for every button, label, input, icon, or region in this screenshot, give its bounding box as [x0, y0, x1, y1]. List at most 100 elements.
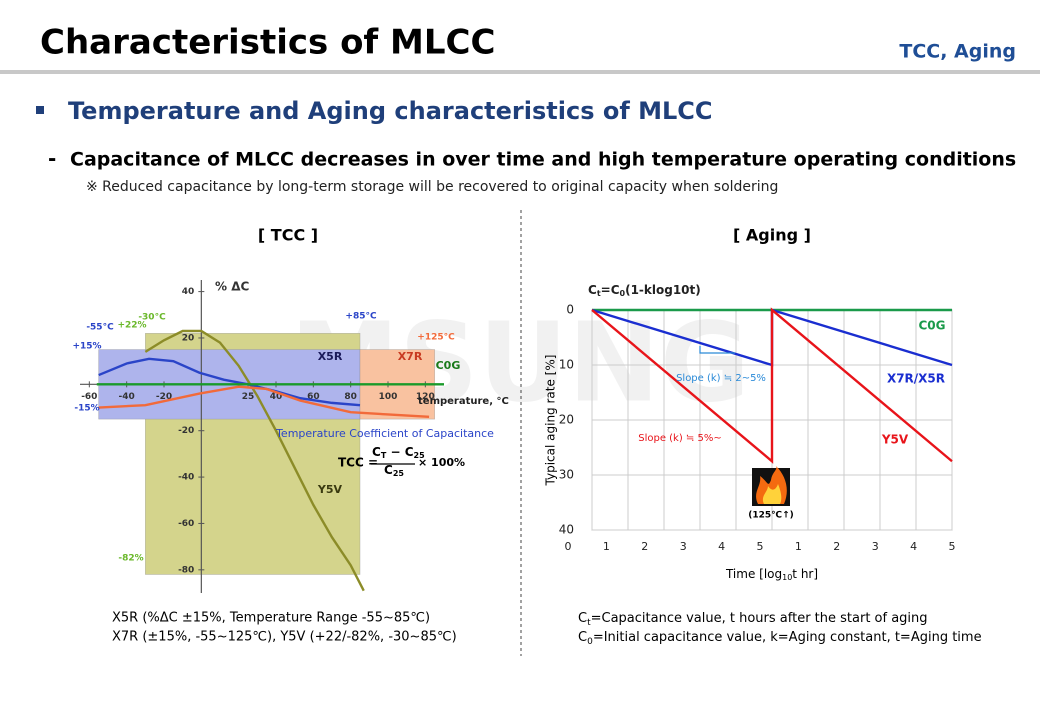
- section-heading: Temperature and Aging characteristics of…: [68, 97, 713, 125]
- formula-part: 25: [393, 469, 405, 478]
- formula-part: t: [597, 289, 601, 298]
- text: =Capacitance value, t hours after the st…: [591, 611, 928, 626]
- formula-part: =C: [601, 283, 620, 297]
- y-tick-label: -80: [178, 565, 194, 575]
- tcc-note: X7R (±15%, -55~125℃), Y5V (+22/-82%, -30…: [112, 630, 457, 645]
- annotation: -30°C: [138, 313, 166, 323]
- annotation: -15%: [74, 404, 99, 414]
- header-rule: [0, 70, 1040, 74]
- y-axis-title: Typical aging rate [%]: [544, 355, 558, 487]
- y-tick-label: 30: [559, 468, 574, 482]
- axis-title-part: t hr]: [792, 567, 818, 581]
- aging-note: C0=Initial capacitance value, k=Aging co…: [578, 630, 982, 647]
- x-tick-label: -20: [156, 392, 172, 402]
- series-line: [144, 329, 365, 592]
- formula: Ct=C0(1-klog10t): [588, 283, 701, 298]
- x-tick-label: 4: [910, 540, 917, 553]
- formula-denominator: C25: [384, 463, 404, 478]
- flame-core: [762, 484, 782, 504]
- annotation: (125℃↑): [748, 511, 793, 521]
- y-tick-label: 0: [566, 303, 574, 317]
- x-tick-label: 100: [379, 392, 398, 402]
- series-label: C0G: [436, 359, 461, 372]
- formula-part: (1-klog10t): [625, 283, 701, 297]
- aging-note: Ct=Capacitance value, t hours after the …: [578, 611, 928, 628]
- annotation: +85°C: [345, 312, 377, 322]
- x-tick-label: 1: [795, 540, 802, 553]
- annotation: -55°C: [86, 323, 114, 333]
- subscript: 0: [587, 637, 593, 647]
- bullet-square: [36, 106, 44, 114]
- x-axis-title: temperature, °C: [418, 396, 509, 407]
- formula-part: 25: [414, 451, 426, 460]
- formula-part: T: [381, 451, 387, 460]
- slide-title: Characteristics of MLCC: [40, 23, 495, 63]
- x-tick-label: 0: [565, 540, 572, 553]
- x-tick-label: 5: [757, 540, 764, 553]
- series-line: [98, 357, 361, 407]
- series-label: Y5V: [317, 483, 343, 496]
- x-tick-label: 3: [872, 540, 879, 553]
- y-tick-label: 10: [559, 358, 574, 372]
- formula-part: 0: [620, 289, 626, 298]
- formula-part: C: [588, 283, 597, 297]
- axis-title-part: Time [log: [725, 567, 782, 581]
- y-tick-label: -20: [178, 426, 194, 436]
- x-axis-title: Time [log10t hr]: [725, 567, 818, 582]
- x-tick-label: 3: [680, 540, 687, 553]
- series-label: X7R/X5R: [887, 372, 945, 386]
- series-label: Y5V: [881, 433, 909, 447]
- slide-tag: TCC, Aging: [899, 41, 1016, 63]
- x-tick-label: 40: [270, 392, 283, 402]
- fire-icon: [752, 466, 790, 506]
- y-tick-label: 20: [559, 413, 574, 427]
- dash: -: [48, 147, 56, 171]
- annotation: Slope (k) ≒ 5%~: [638, 433, 722, 444]
- y-tick-label: 40: [182, 287, 195, 297]
- x-tick-label: 1: [603, 540, 610, 553]
- series-line: [98, 385, 430, 418]
- annotation: +22%: [117, 321, 146, 331]
- annotation: +125°C: [417, 333, 455, 343]
- note: ※ Reduced capacitance by long-term stora…: [86, 179, 778, 195]
- formula-lhs: TCC =: [338, 456, 378, 470]
- series-label: X7R: [398, 350, 423, 363]
- subscript: t: [587, 618, 591, 628]
- x-tick-label: 25: [242, 392, 255, 402]
- axis-title-part: 10: [782, 573, 792, 582]
- x-tick-label: 120: [416, 392, 435, 402]
- text: =Initial capacitance value, k=Aging cons…: [593, 630, 982, 645]
- x-tick-label: 2: [641, 540, 648, 553]
- formula-part: C: [372, 445, 381, 459]
- chart-title: [ Aging ]: [733, 226, 811, 245]
- x-tick-label: -40: [119, 392, 135, 402]
- y-tick-label: -40: [178, 473, 194, 483]
- symbol: C: [578, 611, 587, 626]
- series-label: X5R: [318, 350, 343, 363]
- series-line: [591, 307, 953, 464]
- bullet-text: Capacitance of MLCC decreases in over ti…: [70, 149, 1016, 171]
- annotation: Temperature Coefficient of Capacitance: [275, 427, 494, 440]
- x-tick-label: 4: [718, 540, 725, 553]
- series-label: C0G: [918, 319, 945, 333]
- annotation: Slope (k) ≒ 2~5%: [676, 373, 766, 384]
- x-tick-label: 5: [949, 540, 956, 553]
- y-tick-label: -60: [178, 519, 194, 529]
- x-tick-label: 2: [833, 540, 840, 553]
- annotation: +15%: [72, 342, 101, 352]
- x-tick-label: 80: [344, 392, 357, 402]
- chart-title: [ TCC ]: [258, 226, 318, 245]
- symbol: C: [578, 630, 587, 645]
- formula-tail: × 100%: [418, 456, 465, 469]
- x-tick-label: 60: [307, 392, 320, 402]
- annotation: -82%: [118, 554, 143, 564]
- x-tick-label: -60: [81, 392, 97, 402]
- formula-numerator: CT − C25: [372, 445, 425, 460]
- formula-part: C: [384, 463, 393, 477]
- y-tick-label: 40: [559, 523, 574, 537]
- slope-marker: [699, 346, 735, 354]
- formula-part: − C: [386, 445, 413, 459]
- tcc-note: X5R (%ΔC ±15%, Temperature Range -55~85℃…: [112, 611, 430, 626]
- y-axis-title: % ΔC: [215, 280, 249, 294]
